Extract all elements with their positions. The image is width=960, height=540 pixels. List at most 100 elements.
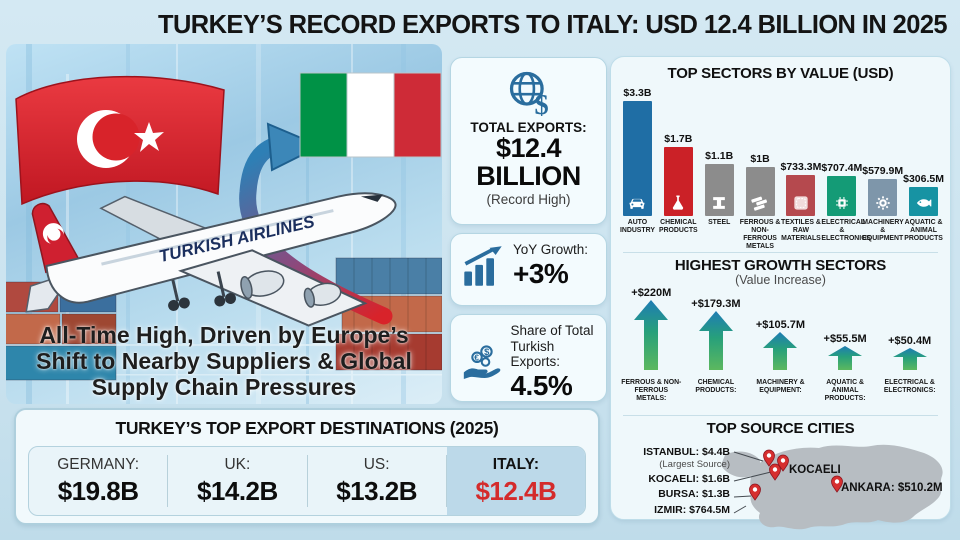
gradient-up-arrow-icon bbox=[634, 300, 669, 375]
divider bbox=[623, 252, 938, 253]
steel-beam-icon bbox=[713, 197, 726, 209]
destination-divider bbox=[167, 455, 169, 507]
city-pins bbox=[749, 449, 843, 501]
growth-category-label: FERROUS & NON-FERROUS METALS: bbox=[621, 379, 682, 403]
destination-divider bbox=[306, 455, 308, 507]
sector-category-label: AUTO INDUSTRY bbox=[619, 219, 655, 234]
flask-icon bbox=[673, 195, 684, 210]
turkey-map-silhouette bbox=[750, 444, 943, 530]
destination-value: $12.4B bbox=[475, 475, 557, 506]
gradient-up-arrow-icon bbox=[828, 346, 863, 375]
sector-value-label: $1.7B bbox=[664, 133, 693, 145]
growth-column: +$105.7M bbox=[748, 319, 813, 375]
sector-category-label: ELECTRICAL & ELECTRONICS bbox=[821, 219, 871, 242]
sector-column: $1.1B bbox=[699, 150, 740, 216]
svg-text:$: $ bbox=[484, 346, 490, 357]
destinations-panel: TURKEY’S TOP EXPORT DESTINATIONS (2025) … bbox=[14, 408, 600, 525]
growth-sectors-section: HIGHEST GROWTH SECTORS (Value Increase) … bbox=[611, 257, 950, 411]
total-exports-value-1: $12.4 bbox=[495, 133, 562, 163]
metal-ingots-icon bbox=[751, 196, 768, 211]
destination-value: $19.8B bbox=[57, 475, 139, 506]
growth-arrows: +$220M +$179.3M +$105.7M +$55.5M +$50.4M bbox=[611, 287, 950, 375]
hero-tagline: All-Time High, Driven by Europe’s Shift … bbox=[36, 322, 412, 401]
map-label-kocaeli: KOCAELI bbox=[789, 464, 841, 476]
growth-sectors-subtitle: (Value Increase) bbox=[735, 273, 826, 287]
turkey-map bbox=[721, 444, 943, 530]
growth-category-label: CHEMICAL PRODUCTS: bbox=[695, 379, 737, 395]
top-sectors-section: TOP SECTORS BY VALUE (USD) $3.3B $1.7B $1.… bbox=[611, 57, 950, 250]
gear-icon bbox=[876, 196, 890, 210]
sector-column: $733.3M bbox=[780, 161, 822, 216]
destination-label: UK: bbox=[224, 455, 251, 473]
pin-connector-lines bbox=[733, 451, 772, 514]
cities-list: ISTANBUL: $4.4B (Largest Source) KOCAELI: … bbox=[611, 446, 730, 519]
total-exports-label: TOTAL EXPORTS: bbox=[470, 120, 587, 135]
sector-column: $3.3B bbox=[617, 87, 658, 216]
sector-value-label: $733.3M bbox=[780, 161, 822, 173]
growth-column: +$220M bbox=[619, 287, 684, 375]
growth-category-label: ELECTRICAL & ELECTRONICS: bbox=[883, 379, 936, 395]
sector-value-label: $579.9M bbox=[862, 165, 904, 177]
export-share-card: € $ Share of Total Turkish Exports: 4.5% bbox=[450, 314, 607, 402]
fish-icon bbox=[916, 199, 931, 207]
destination-cell: US: $13.2B bbox=[308, 447, 446, 515]
total-exports-card: $ TOTAL EXPORTS: $12.4 BILLION (Record H… bbox=[450, 57, 607, 225]
svg-text:€: € bbox=[474, 353, 479, 363]
destination-label: GERMANY: bbox=[57, 455, 140, 473]
growth-value-label: +$50.4M bbox=[888, 335, 932, 347]
destinations-row: GERMANY: $19.8B UK: $14.2B US: $13.2B ITALY: $1… bbox=[28, 446, 586, 516]
page-title: TURKEY’S RECORD EXPORTS TO ITALY: USD 12… bbox=[158, 9, 948, 39]
sector-value-label: $1.1B bbox=[705, 150, 734, 162]
sector-value-label: $1B bbox=[750, 153, 770, 165]
textile-icon bbox=[794, 196, 808, 210]
sector-value-label: $707.4M bbox=[821, 162, 863, 174]
export-share-label-1: Share of Total bbox=[510, 323, 594, 338]
destination-value: $14.2B bbox=[196, 475, 278, 506]
city-label: BURSA: $1.3B bbox=[658, 488, 730, 500]
sector-column: $1B bbox=[740, 153, 781, 216]
export-share-label-2: Turkish Exports: bbox=[510, 338, 561, 370]
svg-text:$: $ bbox=[534, 90, 548, 116]
sectors-bars: $3.3B $1.7B $1.1B $1B $733.3M $707.4M $579.9M $… bbox=[611, 84, 950, 216]
growth-column: +$50.4M bbox=[877, 335, 942, 375]
yoy-growth-value: +3% bbox=[513, 257, 569, 289]
sector-column: $1.7B bbox=[658, 133, 699, 216]
turkey-flag-icon bbox=[15, 75, 225, 206]
growth-value-label: +$55.5M bbox=[823, 333, 867, 345]
destinations-title: TURKEY’S TOP EXPORT DESTINATIONS (2025) bbox=[115, 418, 499, 438]
sector-category-label: FERROUS & NON-FERROUS METALS bbox=[739, 219, 781, 250]
destination-cell: ITALY: $12.4B bbox=[446, 447, 585, 515]
top-sectors-title: TOP SECTORS BY VALUE (USD) bbox=[667, 65, 894, 82]
sector-bar bbox=[827, 176, 857, 216]
sector-bar bbox=[663, 147, 693, 216]
thrace-silhouette bbox=[721, 451, 761, 478]
sector-column: $707.4M bbox=[821, 162, 862, 216]
sectors-panel: TOP SECTORS BY VALUE (USD) $3.3B $1.7B $1.… bbox=[610, 56, 951, 530]
destination-label: ITALY: bbox=[492, 455, 539, 473]
sector-bar bbox=[622, 101, 652, 216]
chip-icon bbox=[835, 197, 848, 209]
gradient-up-arrow-icon bbox=[698, 311, 733, 375]
gradient-up-arrow-icon bbox=[763, 332, 798, 375]
sectors-categories: AUTO INDUSTRY CHEMICAL PRODUCTS STEEL FERRO… bbox=[611, 216, 950, 250]
growth-value-label: +$220M bbox=[631, 287, 672, 299]
gradient-up-arrow-icon bbox=[892, 348, 927, 375]
growth-value-label: +$105.7M bbox=[755, 319, 806, 331]
city-label: IZMIR: $764.5M bbox=[654, 503, 730, 516]
source-cities-title: TOP SOURCE CITIES bbox=[706, 420, 855, 437]
airplane-icon: TURKISH AIRLINES bbox=[25, 192, 397, 327]
city-note: (Largest Source) bbox=[659, 458, 730, 470]
growth-category-label: AQUATIC & ANIMAL PRODUCTS: bbox=[824, 379, 866, 403]
growth-category-label: MACHINERY & EQUIPMENT: bbox=[756, 379, 805, 395]
growth-value-label: +$179.3M bbox=[691, 298, 741, 310]
total-exports-value-2: BILLION bbox=[476, 160, 581, 191]
source-cities-section: TOP SOURCE CITIES ISTANBUL: bbox=[611, 420, 950, 536]
car-icon bbox=[629, 198, 645, 209]
globe-dollar-icon: $ bbox=[509, 71, 548, 116]
map-label-ankara: ANKARA: $510.2M bbox=[841, 482, 943, 494]
sector-category-label: AQUATIC & ANIMAL PRODUCTS bbox=[904, 219, 943, 242]
sector-category-label: STEEL bbox=[708, 219, 731, 226]
export-share-value: 4.5% bbox=[510, 369, 573, 401]
destination-label: US: bbox=[363, 455, 390, 473]
